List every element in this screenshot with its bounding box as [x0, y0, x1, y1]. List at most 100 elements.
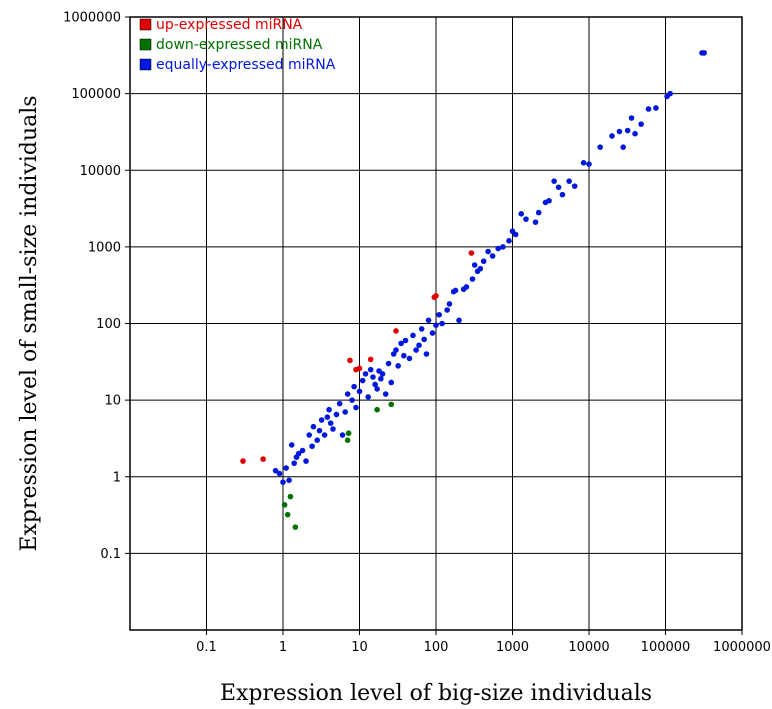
data-point	[485, 248, 491, 255]
y-axis-title: Expression level of small-size individua…	[17, 95, 42, 551]
data-point	[286, 477, 292, 484]
data-point	[580, 160, 587, 166]
plot-frame	[129, 16, 743, 631]
data-point	[393, 328, 399, 334]
y-tick-label: 1000000	[63, 11, 121, 26]
x-axis-ticks: 0.1 1 10 100 1000 10000 100000 1000000	[196, 630, 771, 655]
data-point	[523, 216, 529, 222]
data-point	[367, 366, 374, 373]
x-tick-label: 0.1	[196, 640, 217, 655]
data-point	[303, 458, 309, 464]
data-point	[365, 394, 372, 400]
data-point	[280, 479, 286, 485]
data-point	[632, 130, 638, 137]
data-point	[410, 332, 416, 339]
data-point	[701, 50, 707, 56]
legend-label: equally-expressed miRNA	[156, 57, 336, 73]
y-axis-ticks: 0.1 1 10 100 1000 10000 100000 1000000	[63, 11, 130, 562]
data-point	[555, 184, 562, 191]
data-point	[433, 292, 439, 299]
data-point	[416, 342, 422, 349]
data-point	[638, 121, 644, 127]
data-point	[518, 211, 525, 217]
data-point	[240, 458, 246, 464]
data-point	[586, 161, 592, 167]
data-point	[480, 258, 487, 265]
data-point	[309, 443, 315, 450]
legend-label: up-expressed miRNA	[156, 17, 303, 33]
x-tick-label: 10	[351, 640, 368, 655]
data-point	[345, 430, 352, 437]
data-point	[327, 420, 334, 426]
legend-label: down-expressed miRNA	[156, 37, 323, 53]
data-point	[395, 363, 401, 369]
data-point	[628, 115, 635, 121]
data-point	[292, 524, 299, 530]
data-point	[489, 253, 496, 259]
data-point	[532, 219, 539, 225]
data-point	[356, 365, 363, 372]
x-axis-title: Expression level of big-size individuals	[220, 681, 652, 706]
y-tick-label: 1000	[88, 240, 121, 255]
data-point	[469, 276, 476, 282]
data-point	[439, 320, 445, 327]
y-tick-label: 100000	[71, 87, 121, 102]
y-tick-label: 1	[113, 470, 121, 485]
data-point	[653, 105, 659, 111]
data-point	[471, 262, 478, 268]
data-point	[326, 406, 332, 413]
x-tick-label: 10000	[568, 640, 609, 655]
data-point	[500, 244, 506, 250]
data-point	[283, 465, 289, 471]
data-point	[314, 437, 321, 443]
x-tick-label: 100	[424, 640, 449, 655]
data-point	[452, 287, 459, 294]
grid-lines	[130, 16, 743, 630]
y-tick-label: 100	[96, 317, 121, 332]
data-point	[324, 414, 331, 420]
data-point	[310, 423, 317, 430]
data-point	[418, 326, 425, 332]
data-point	[401, 352, 407, 359]
data-point	[339, 432, 346, 438]
data-point	[291, 460, 297, 467]
data-point	[272, 467, 279, 474]
x-tick-label: 1000	[496, 640, 529, 655]
data-point	[436, 311, 442, 318]
data-point	[382, 391, 389, 397]
data-point	[571, 183, 578, 189]
data-point	[463, 284, 470, 290]
data-point	[316, 427, 323, 434]
data-point	[374, 406, 380, 413]
data-point	[284, 511, 291, 518]
data-point	[353, 404, 359, 411]
legend-swatch	[139, 18, 152, 31]
data-point	[347, 357, 353, 364]
data-point	[299, 447, 306, 454]
data-point	[624, 127, 631, 134]
y-tick-label: 10	[104, 394, 121, 409]
data-point	[370, 374, 376, 380]
data-point	[344, 437, 351, 443]
data-point	[616, 128, 623, 135]
data-point	[393, 347, 399, 353]
legend-swatch	[139, 58, 152, 71]
data-point	[402, 337, 409, 344]
data-point	[321, 432, 328, 438]
data-point	[667, 90, 673, 97]
data-point	[372, 381, 378, 388]
data-point	[546, 197, 552, 204]
data-point	[388, 379, 395, 386]
data-point	[385, 360, 392, 367]
data-point	[344, 391, 351, 397]
x-tick-label: 1000000	[713, 640, 771, 655]
data-point	[378, 375, 384, 382]
data-point	[406, 355, 413, 362]
data-point	[359, 377, 366, 384]
data-point	[281, 502, 288, 508]
y-tick-label: 0.1	[100, 547, 121, 562]
data-point	[379, 371, 386, 377]
data-point	[336, 400, 343, 407]
data-point	[566, 178, 572, 184]
data-point	[330, 426, 336, 432]
